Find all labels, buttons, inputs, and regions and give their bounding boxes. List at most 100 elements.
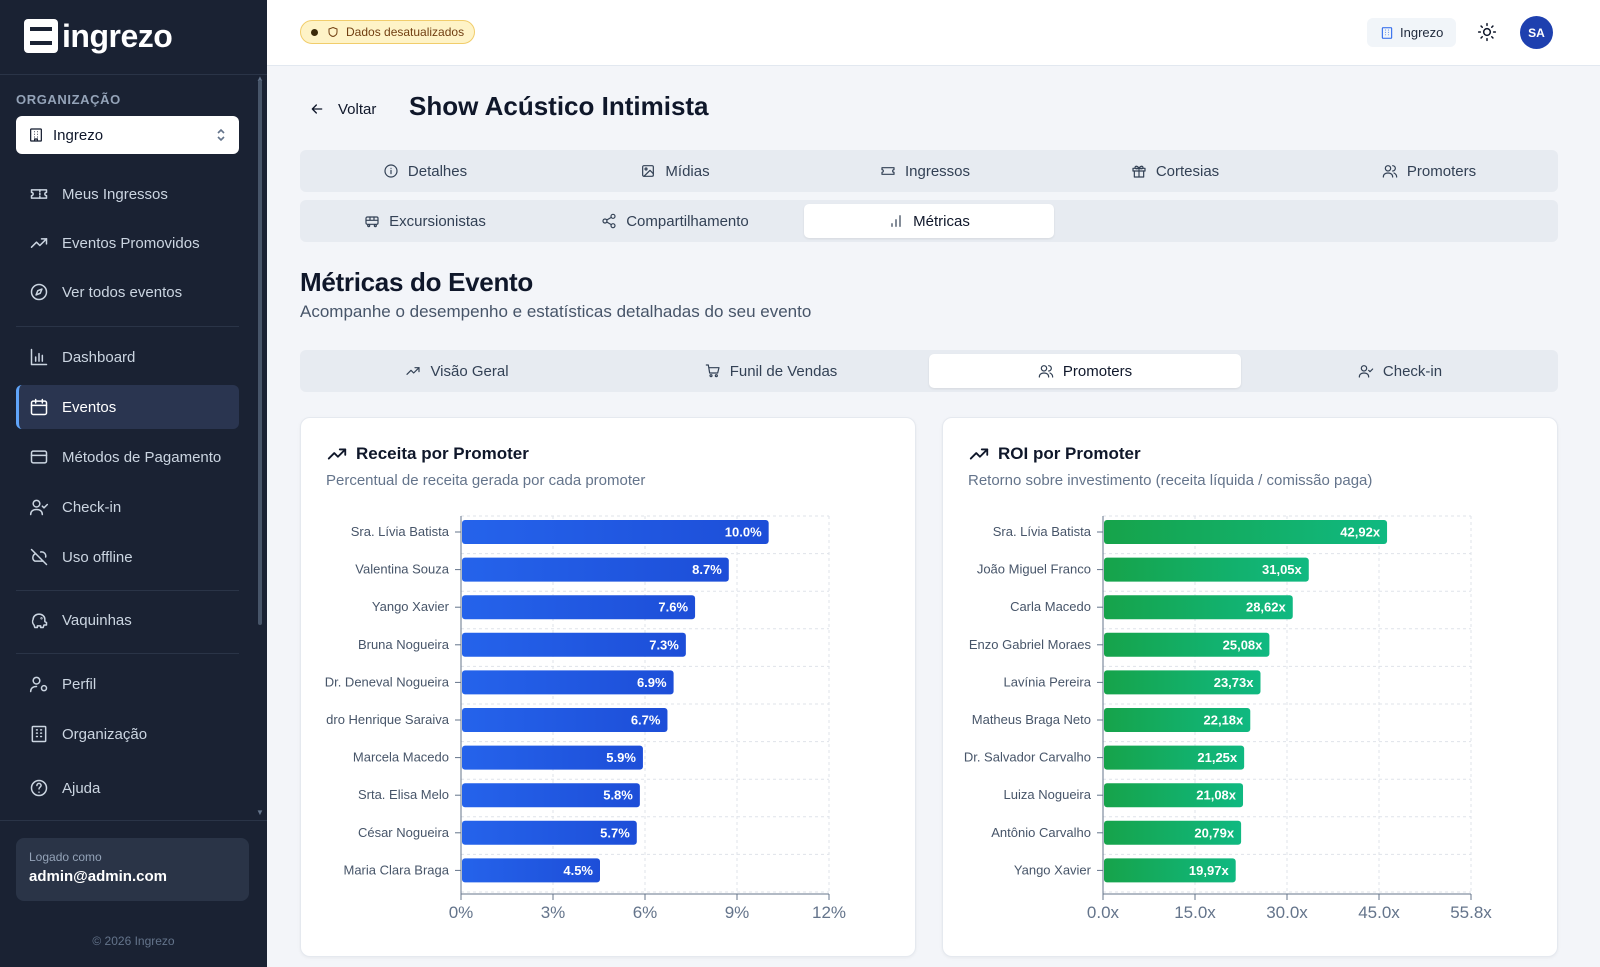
brand-name: ingrezo: [62, 17, 173, 54]
scroll-down-arrow-icon[interactable]: ▼: [256, 808, 264, 817]
status-dot-icon: [311, 28, 318, 36]
topbar: Dados desatualizados Ingrezo SA: [267, 0, 1600, 66]
building-icon: [30, 128, 42, 142]
logged-email: admin@admin.com: [29, 868, 167, 885]
tab-cortesias[interactable]: Cortesias: [1054, 154, 1296, 188]
y-tick-label: Sra. Lívia Batista: [351, 524, 450, 539]
bar: [1104, 745, 1245, 770]
tab-funil-de-vendas[interactable]: Funil de Vendas: [618, 354, 924, 388]
bar-value-label: 21,08x: [1196, 788, 1237, 803]
sidebar: ingrezo ▲ ▼ ORGANIZAÇÃO Ingrezo Meus Ing…: [0, 0, 267, 967]
divider: [16, 653, 239, 654]
divider: [16, 326, 239, 327]
bar-value-label: 21,25x: [1197, 750, 1238, 765]
sidebar-item-metodos-pagamento[interactable]: Métodos de Pagamento: [16, 435, 239, 479]
org-select[interactable]: Ingrezo: [16, 116, 239, 154]
sidebar-item-uso-offline[interactable]: Uso offline: [16, 535, 239, 579]
tab-promoters[interactable]: Promoters: [1304, 154, 1554, 188]
tab-detalhes[interactable]: Detalhes: [304, 154, 546, 188]
x-tick-label: 12%: [812, 903, 846, 922]
org-chip[interactable]: Ingrezo: [1367, 18, 1457, 47]
bar-chart-icon: [30, 348, 48, 366]
bar-value-label: 28,62x: [1246, 600, 1287, 615]
card-title: ROI por Promoter: [968, 443, 1141, 465]
tab-ingressos[interactable]: Ingressos: [804, 154, 1046, 188]
bar: [462, 858, 600, 883]
ticket-icon: [30, 189, 48, 199]
bar: [462, 670, 674, 695]
card-title: Receita por Promoter: [326, 443, 529, 465]
x-tick-label: 30.0x: [1266, 903, 1308, 922]
bar-chart-icon: [891, 215, 901, 227]
sidebar-item-perfil[interactable]: Perfil: [16, 662, 239, 706]
bar-value-label: 7.6%: [658, 600, 688, 615]
sidebar-item-check-in[interactable]: Check-in: [16, 485, 239, 529]
x-tick-label: 45.0x: [1358, 903, 1400, 922]
x-tick-label: 55.8x: [1450, 903, 1492, 922]
bar-value-label: 5.7%: [600, 825, 630, 840]
bar: [462, 820, 637, 845]
bar: [462, 557, 729, 582]
theme-toggle-sun-icon[interactable]: [1477, 22, 1497, 42]
tab-label: Compartilhamento: [626, 212, 749, 230]
divider: [0, 820, 267, 821]
sidebar-item-organizacao[interactable]: Organização: [16, 712, 239, 756]
revenue-by-promoter-card: Receita por Promoter Percentual de recei…: [300, 417, 916, 957]
x-tick-label: 0%: [449, 903, 474, 922]
sidebar-scrollbar[interactable]: [258, 80, 262, 625]
back-button[interactable]: Voltar: [309, 94, 376, 124]
y-tick-label: Dr. Salvador Carvalho: [964, 750, 1091, 765]
copyright: © 2026 Ingrezo: [92, 934, 175, 948]
sidebar-item-label: Check-in: [62, 498, 122, 516]
tab-label: Promoters: [1406, 162, 1477, 180]
users-icon: [1038, 365, 1054, 378]
bar-value-label: 5.8%: [603, 788, 633, 803]
sidebar-item-vaquinhas[interactable]: Vaquinhas: [16, 598, 239, 642]
scroll-up-arrow-icon[interactable]: ▲: [256, 74, 264, 83]
bar-value-label: 19,97x: [1189, 863, 1230, 878]
tab-compartilhamento[interactable]: Compartilhamento: [554, 204, 796, 238]
card-title-text: ROI por Promoter: [998, 444, 1141, 463]
tab-label: Mídias: [665, 162, 710, 180]
sidebar-item-meus-ingressos[interactable]: Meus Ingressos: [16, 172, 239, 216]
help-circle-icon: [30, 779, 48, 797]
org-select-value: Ingrezo: [53, 126, 104, 144]
y-tick-label: Bruna Nogueira: [358, 637, 450, 652]
brand-mark-icon: [24, 19, 58, 53]
page-title: Show Acústico Intimista: [409, 91, 709, 121]
bar-value-label: 4.5%: [563, 863, 593, 878]
y-tick-label: Srta. Elisa Melo: [358, 787, 449, 802]
avatar[interactable]: SA: [1520, 16, 1553, 49]
tab-label: Check-in: [1382, 362, 1443, 380]
sidebar-item-label: Uso offline: [62, 548, 133, 566]
tab-metricas[interactable]: Métricas: [804, 204, 1054, 238]
bar: [1104, 632, 1270, 657]
tab-visao-geral[interactable]: Visão Geral: [304, 354, 610, 388]
tab-label: Funil de Vendas: [729, 362, 838, 380]
sidebar-item-eventos-promovidos[interactable]: Eventos Promovidos: [16, 221, 239, 265]
tab-metric-check-in[interactable]: Check-in: [1246, 354, 1554, 388]
sidebar-item-dashboard[interactable]: Dashboard: [16, 335, 239, 379]
card-title-text: Receita por Promoter: [356, 444, 529, 463]
tab-midias[interactable]: Mídias: [554, 154, 796, 188]
bar-value-label: 7.3%: [649, 637, 679, 652]
sidebar-item-ajuda[interactable]: Ajuda: [16, 766, 239, 810]
tab-label: Ingressos: [904, 162, 971, 180]
info-icon: [384, 164, 398, 178]
stale-data-badge[interactable]: Dados desatualizados: [300, 20, 476, 44]
tab-excursionistas[interactable]: Excursionistas: [304, 204, 546, 238]
y-tick-label: dro Henrique Saraiva: [326, 712, 450, 727]
sidebar-item-ver-todos-eventos[interactable]: Ver todos eventos: [16, 270, 239, 314]
sidebar-item-eventos[interactable]: Eventos: [16, 385, 239, 429]
y-tick-label: Luiza Nogueira: [1004, 787, 1092, 802]
x-tick-label: 0.0x: [1087, 903, 1120, 922]
brand-logo[interactable]: ingrezo: [24, 16, 173, 56]
bar-value-label: 10.0%: [725, 525, 762, 540]
compass-icon: [30, 283, 48, 301]
roi-by-promoter-card: ROI por Promoter Retorno sobre investime…: [942, 417, 1558, 957]
bar: [1104, 858, 1236, 883]
logged-user-card: Logado como admin@admin.com: [16, 838, 249, 901]
share-icon: [602, 213, 616, 229]
y-tick-label: Marcela Macedo: [353, 750, 449, 765]
tab-metric-promoters[interactable]: Promoters: [929, 354, 1241, 388]
